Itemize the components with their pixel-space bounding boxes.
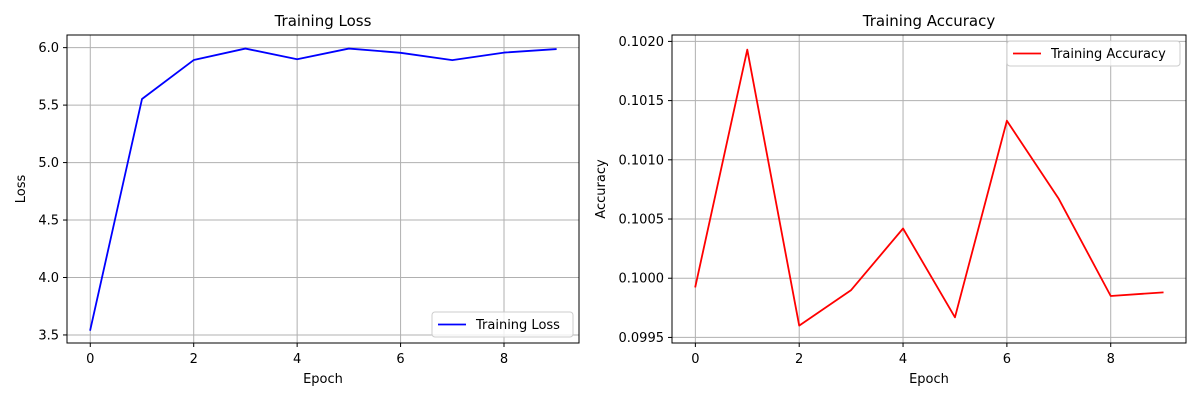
y-tick-label: 0.0995: [619, 331, 665, 346]
y-tick-label: 5.5: [38, 99, 59, 114]
x-axis-label: Epoch: [303, 372, 343, 387]
y-tick-label: 0.1015: [619, 94, 665, 109]
x-tick-label: 4: [293, 352, 301, 367]
x-tick-label: 4: [899, 352, 907, 367]
axes-frame: [671, 34, 1187, 344]
series-line-training-accuracy: [694, 48, 1164, 327]
y-tick-label: 4.0: [38, 271, 59, 286]
x-tick-label: 8: [1107, 352, 1115, 367]
chart-title: Training Loss: [274, 12, 372, 30]
y-axis-label: Loss: [14, 175, 29, 204]
legend-box: [431, 311, 574, 338]
x-tick-label: 6: [1003, 352, 1011, 367]
x-axis-label: Epoch: [909, 372, 949, 387]
y-tick-label: 3.5: [38, 328, 59, 343]
legend-box: [1006, 40, 1181, 67]
legend: Training Loss: [431, 311, 574, 338]
legend-label: Training Accuracy: [1050, 47, 1166, 62]
legend-label: Training Loss: [475, 318, 560, 333]
y-tick-label: 0.1010: [619, 153, 665, 168]
loss-chart: 0 2 4 6 8 3.5 4.0 4.5 5.0 5.5 6.0 Training Loss Epoc…: [14, 12, 580, 387]
x-tick-label: 2: [795, 352, 803, 367]
y-tick-label: 6.0: [38, 41, 59, 56]
x-tick-label: 2: [190, 352, 198, 367]
y-tick-label: 0.1020: [619, 35, 665, 50]
legend: Training Accuracy: [1006, 40, 1181, 67]
chart-title: Training Accuracy: [862, 12, 996, 30]
axes-frame: [66, 34, 580, 344]
accuracy-chart: 0 2 4 6 8 0.0995 0.1000 0.1005 0.1010 0.1015 0.102…: [594, 12, 1187, 387]
x-tick-label: 0: [691, 352, 699, 367]
x-tick-label: 8: [500, 352, 508, 367]
x-tick-label: 6: [396, 352, 404, 367]
series-line-training-loss: [89, 47, 557, 331]
x-tick-label: 0: [86, 352, 94, 367]
y-tick-label: 0.1000: [619, 272, 665, 287]
y-axis-label: Accuracy: [594, 159, 609, 219]
y-tick-label: 0.1005: [619, 213, 665, 228]
y-tick-label: 4.5: [38, 214, 59, 229]
y-tick-label: 5.0: [38, 156, 59, 171]
